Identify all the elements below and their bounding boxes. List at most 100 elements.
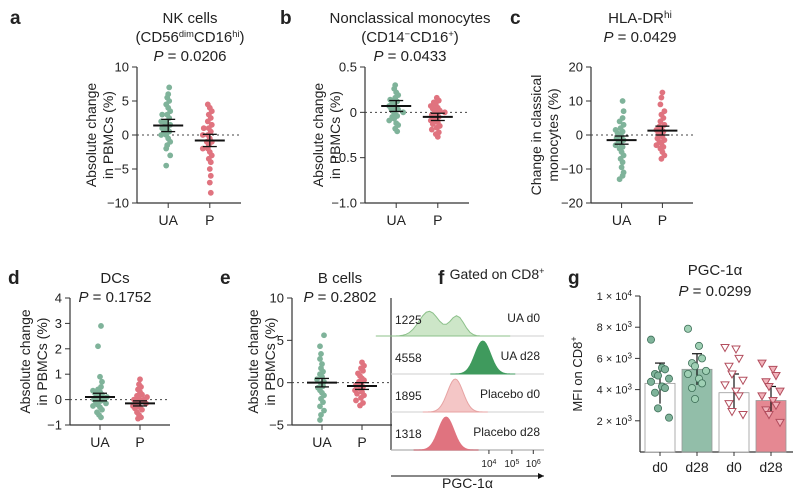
- data-point: [103, 400, 109, 407]
- data-point: [163, 162, 170, 169]
- data-point: [318, 411, 324, 418]
- data-point: [139, 406, 145, 413]
- row-label: UA d0: [507, 311, 540, 325]
- y-tick-label: 10: [569, 94, 583, 109]
- y-axis-label: Absolute change: [310, 83, 326, 188]
- panel-subtitle-part: −: [405, 29, 410, 39]
- data-point: [429, 121, 436, 128]
- data-point: [764, 382, 774, 392]
- data-point: [761, 378, 771, 387]
- y-tick-label: 20: [569, 60, 583, 75]
- p-symbol: P: [374, 48, 384, 65]
- data-point: [394, 128, 401, 135]
- y-tick-label: 3: [55, 316, 62, 331]
- tick-exp: 4: [493, 459, 497, 466]
- x-tick-label: 105: [504, 459, 519, 471]
- data-point: [159, 111, 166, 118]
- data-point: [724, 400, 734, 409]
- panel-d: d DCs P = 0.1752 −1 0 1 2 3 4 Absolute change in P…: [8, 268, 170, 450]
- y-tick-label: 5: [122, 94, 129, 109]
- data-point: [724, 362, 734, 372]
- p-number: = 0.0206: [164, 48, 227, 65]
- data-point: [616, 176, 623, 183]
- x-tick-label: P: [433, 212, 442, 228]
- x-tick-label: P: [658, 212, 667, 228]
- p-number: = 0.1752: [89, 289, 152, 306]
- data-point: [206, 179, 213, 186]
- x-tick-label: UA: [158, 212, 178, 228]
- data-point: [357, 402, 363, 409]
- data-point: [764, 411, 774, 420]
- y-tick-label: 10: [270, 291, 284, 306]
- data-point: [200, 125, 207, 132]
- y-tick-label: 1: [55, 367, 62, 382]
- panel-letter: c: [510, 8, 521, 29]
- data-point: [618, 164, 625, 171]
- data-point: [317, 356, 323, 362]
- data-point: [358, 395, 364, 401]
- data-point: [98, 323, 104, 329]
- row-label: Placebo d28: [473, 425, 540, 439]
- data-point: [771, 401, 781, 411]
- data-point: [775, 418, 785, 428]
- y-tick-label: 0: [55, 392, 62, 407]
- panel-subtitle-part: (CD56: [136, 29, 179, 46]
- data-point: [698, 379, 707, 388]
- label-sup: +: [569, 336, 579, 341]
- tick-mantissa: 6 × 10: [597, 353, 628, 365]
- y-tick-label: −1: [47, 418, 62, 433]
- y-tick-label: 8 × 103: [597, 320, 633, 335]
- data-point: [166, 84, 173, 91]
- y-axis-label: in PBMCs (%): [34, 318, 50, 406]
- data-point: [734, 392, 744, 401]
- data-point: [616, 118, 623, 125]
- data-point: [135, 415, 141, 422]
- y-tick-label: 10: [115, 60, 129, 75]
- data-point: [768, 365, 778, 375]
- y-tick-label: 2: [55, 341, 62, 356]
- data-point: [653, 142, 660, 149]
- y-tick-label: 4 × 103: [597, 382, 633, 397]
- data-point: [757, 359, 767, 369]
- panel-letter: f: [438, 268, 445, 289]
- data-point: [665, 374, 674, 383]
- axis-arrow-head: [538, 473, 544, 479]
- data-point: [158, 132, 165, 138]
- x-tick-label: P: [205, 212, 214, 228]
- panel-title: Nonclassical monocytes: [330, 10, 491, 27]
- y-tick-label: 0: [122, 128, 129, 143]
- y-axis-label: MFI on CD8+: [569, 336, 585, 411]
- y-tick-label: 0: [350, 105, 357, 120]
- x-tick-label: UA: [612, 212, 632, 228]
- data-point: [720, 343, 730, 353]
- p-number: = 0.0433: [384, 48, 447, 65]
- data-point: [734, 354, 744, 364]
- data-point: [720, 381, 730, 390]
- panel-letter: b: [280, 8, 292, 29]
- panel-letter: d: [8, 268, 20, 289]
- y-tick-label: 5: [277, 333, 284, 348]
- tick-base: 10: [504, 459, 516, 470]
- y-axis-label: in PBMCs (%): [100, 91, 116, 179]
- y-tick-label: 0: [576, 128, 583, 143]
- panel-title: NK cells: [162, 10, 217, 27]
- mfi-value: 1895: [395, 389, 422, 403]
- panel-subtitle: (CD56dimCD16hi): [136, 29, 245, 46]
- x-tick-label: d0: [726, 459, 742, 475]
- panel-subtitle-part: hi: [232, 29, 239, 39]
- p-value: P = 0.2802: [304, 289, 377, 306]
- data-point: [163, 145, 170, 152]
- x-tick-label: d28: [759, 459, 783, 475]
- data-point: [314, 376, 320, 383]
- title-sup: hi: [664, 10, 672, 21]
- x-tick-label: d28: [685, 459, 709, 475]
- data-point: [441, 109, 448, 116]
- data-point: [688, 384, 697, 393]
- data-point: [98, 414, 104, 421]
- data-point: [434, 133, 441, 140]
- y-tick-label: −10: [561, 162, 583, 177]
